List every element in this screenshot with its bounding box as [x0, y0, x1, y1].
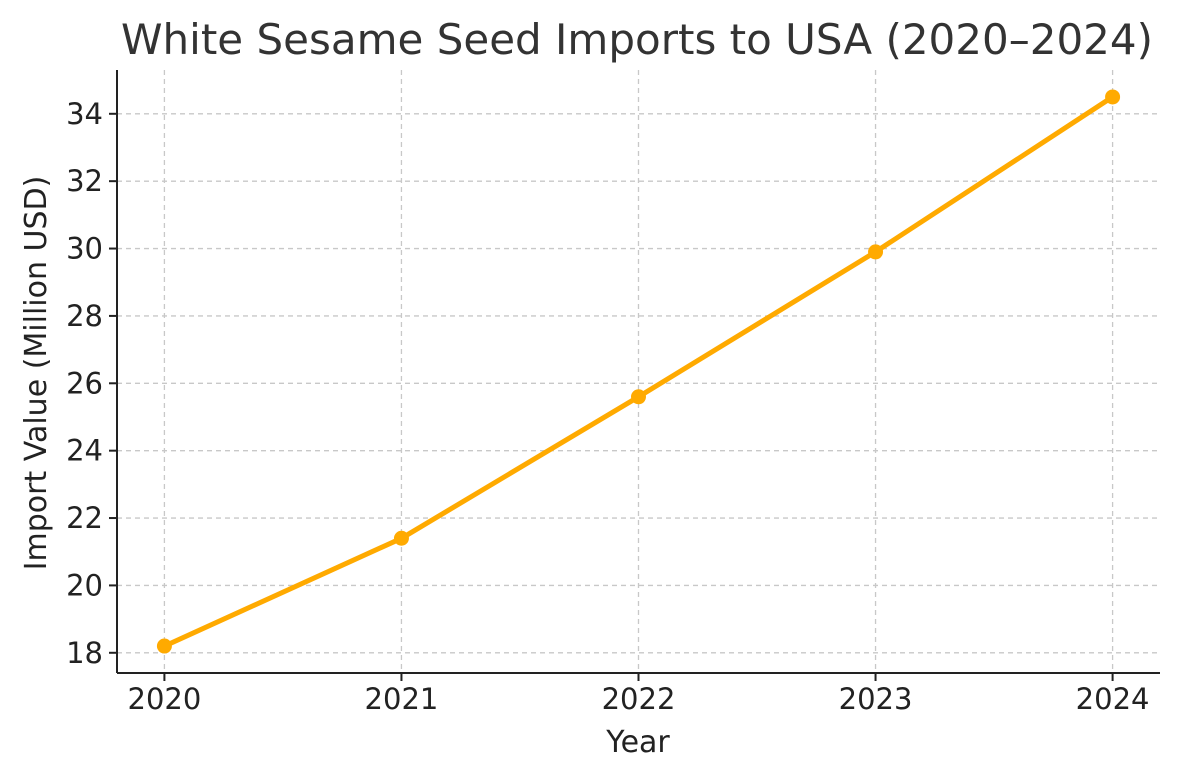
x-tick-label: 2020: [128, 682, 202, 716]
data-point: [393, 530, 409, 546]
x-tick-label: 2023: [839, 682, 913, 716]
data-point: [156, 638, 172, 654]
x-axis-label: Year: [605, 725, 670, 760]
y-tick-label: 30: [66, 232, 103, 266]
y-tick-label: 32: [66, 164, 103, 198]
y-tick-label: 18: [66, 636, 103, 670]
y-tick-label: 22: [66, 501, 103, 535]
x-tick-label: 2021: [365, 682, 439, 716]
y-tick-label: 28: [66, 299, 103, 333]
y-tick-label: 34: [66, 97, 103, 131]
y-tick-label: 24: [66, 434, 103, 468]
chart-title: White Sesame Seed Imports to USA (2020–2…: [121, 15, 1153, 64]
series: [156, 89, 1121, 654]
y-tick-label: 26: [66, 366, 103, 400]
data-point: [631, 389, 646, 405]
data-point: [868, 244, 884, 260]
y-axis-label: Import Value (Million USD): [19, 176, 54, 571]
data-point: [1105, 89, 1121, 105]
grid: [117, 70, 1160, 673]
x-tick-label: 2024: [1076, 682, 1150, 716]
x-tick-label: 2022: [602, 682, 676, 716]
y-tick-label: 20: [66, 568, 103, 602]
